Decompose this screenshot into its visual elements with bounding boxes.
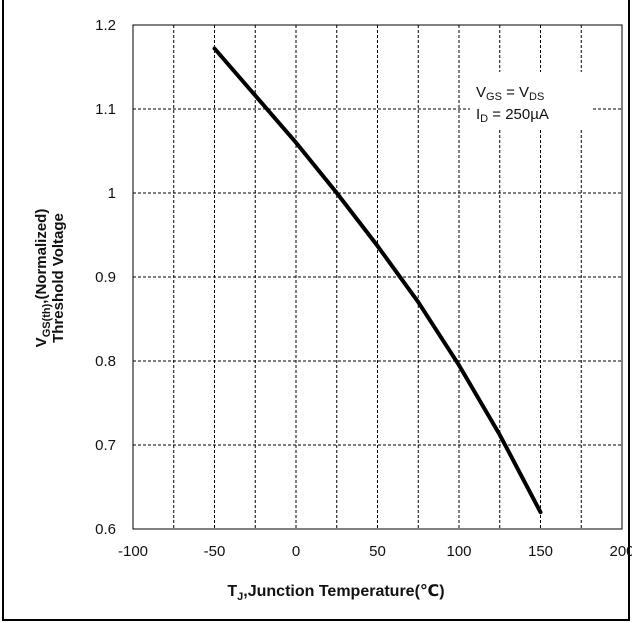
x-tick-label: 0 xyxy=(292,543,300,560)
y-tick-label: 0.8 xyxy=(95,353,116,370)
x-tick-label: -50 xyxy=(204,543,226,560)
y-axis-label-line1: VGS(th),(Normalized) xyxy=(33,209,53,348)
data-point xyxy=(540,511,541,513)
series-layer xyxy=(212,46,543,515)
annotation-line1: VGS = VDS xyxy=(476,84,544,103)
chart: -100 -50 0 50 100 150 200 0.6 0.7 0.8 0.9 1 1.1 1.2 T… xyxy=(33,17,632,603)
data-point xyxy=(417,301,419,303)
x-tick-label: -100 xyxy=(118,543,148,560)
annotation-line2: ID = 250µA xyxy=(476,106,549,125)
x-tick-label: 150 xyxy=(528,543,553,560)
data-point xyxy=(214,48,215,50)
y-tick-label: 0.7 xyxy=(95,437,116,454)
annotation: VGS = VDS ID = 250µA xyxy=(470,72,592,130)
data-point xyxy=(254,95,256,97)
x-tick-label: 50 xyxy=(369,543,386,560)
grid xyxy=(133,25,622,529)
data-point xyxy=(377,245,378,247)
tick-labels: -100 -50 0 50 100 150 200 0.6 0.7 0.8 0.9 1 1.1 1.2 xyxy=(95,17,632,560)
y-tick-label: 1 xyxy=(108,185,116,202)
data-point xyxy=(499,434,501,436)
y-axis-label: VGS(th),(Normalized) Threshold Voltage xyxy=(33,209,67,348)
x-tick-label: 100 xyxy=(446,543,471,560)
data-point xyxy=(336,192,338,194)
y-axis-label-line2: Threshold Voltage xyxy=(50,213,67,343)
y-tick-label: 0.6 xyxy=(95,521,116,538)
y-tick-label: 1.1 xyxy=(95,101,116,118)
plot-area xyxy=(132,24,623,530)
data-point xyxy=(295,142,297,144)
x-axis-label: TJ,Junction Temperature(℃) xyxy=(227,583,444,603)
data-point xyxy=(458,364,460,366)
y-tick-label: 0.9 xyxy=(95,269,116,286)
x-tick-label: 200 xyxy=(609,543,632,560)
y-tick-label: 1.2 xyxy=(95,17,116,34)
